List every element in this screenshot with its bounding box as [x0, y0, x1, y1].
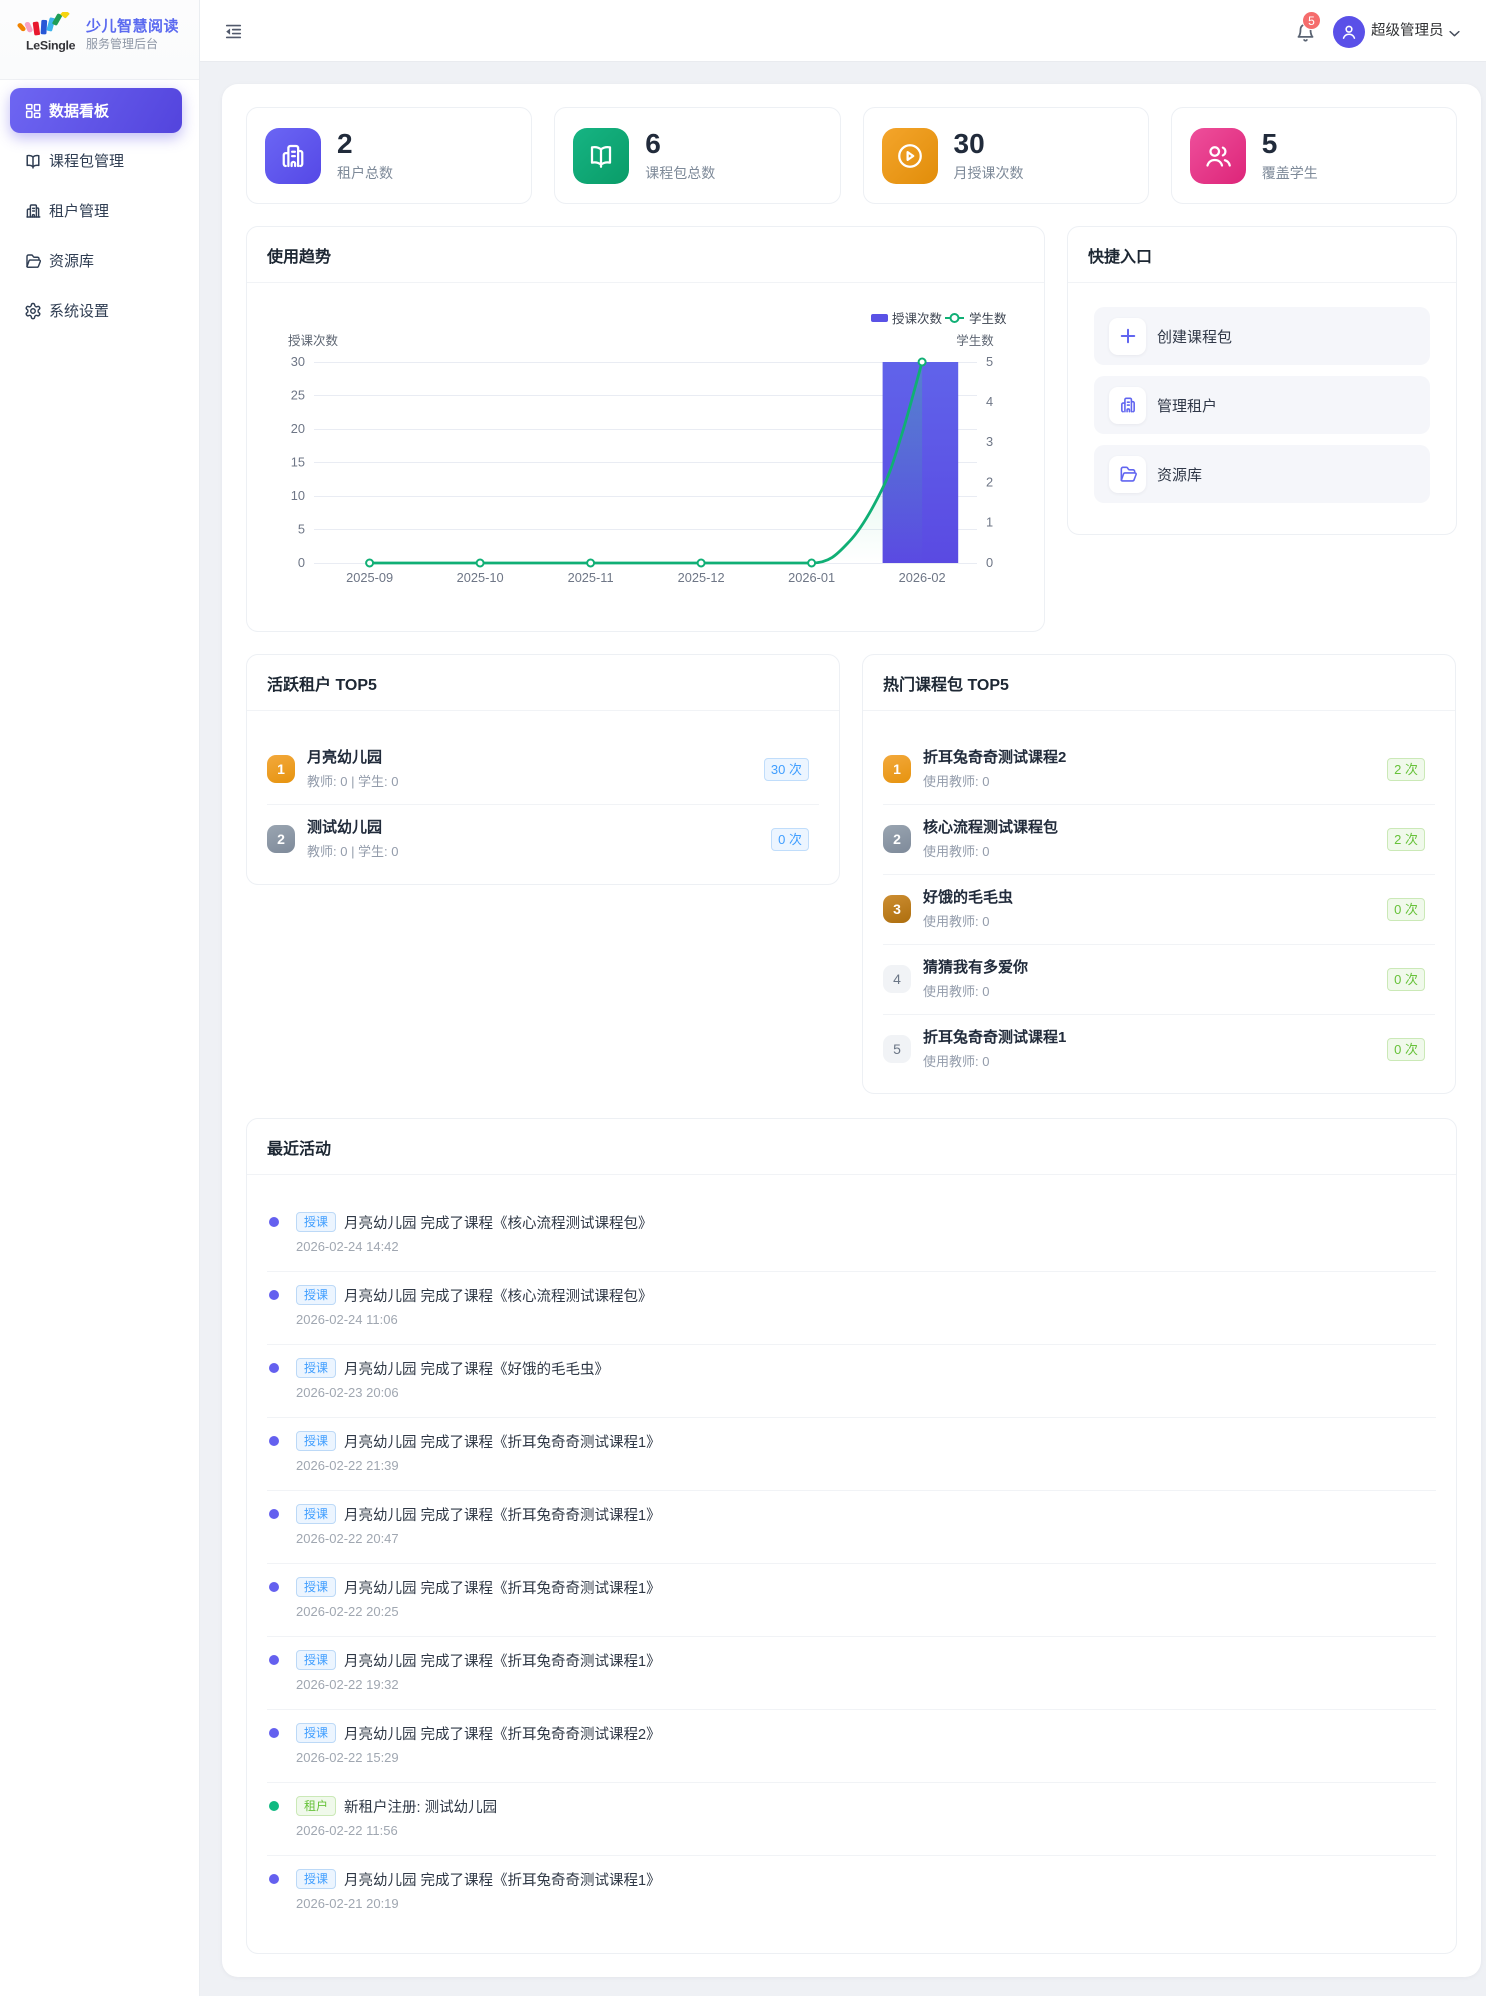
svg-text:2026-02: 2026-02: [899, 570, 946, 585]
svg-text:20: 20: [291, 421, 305, 436]
svg-text:0: 0: [986, 555, 993, 570]
svg-text:5: 5: [298, 522, 305, 537]
svg-text:2025-10: 2025-10: [457, 570, 504, 585]
svg-text:2025-11: 2025-11: [568, 570, 614, 585]
svg-text:授课次数: 授课次数: [288, 333, 339, 348]
svg-text:2026-01: 2026-01: [788, 570, 835, 585]
svg-text:15: 15: [291, 455, 305, 470]
svg-text:0: 0: [298, 555, 305, 570]
svg-text:学生数: 学生数: [969, 311, 1007, 326]
svg-text:2: 2: [986, 474, 993, 489]
svg-text:3: 3: [986, 434, 993, 449]
svg-text:30: 30: [291, 354, 305, 369]
svg-text:5: 5: [986, 354, 993, 369]
svg-text:LeSingle: LeSingle: [26, 39, 75, 53]
svg-text:1: 1: [986, 515, 993, 530]
svg-text:4: 4: [986, 394, 993, 409]
svg-text:学生数: 学生数: [956, 333, 994, 348]
svg-text:授课次数: 授课次数: [892, 311, 943, 326]
svg-text:2025-12: 2025-12: [678, 570, 725, 585]
svg-text:2025-09: 2025-09: [346, 570, 393, 585]
svg-text:10: 10: [291, 488, 305, 503]
svg-text:25: 25: [291, 388, 305, 403]
